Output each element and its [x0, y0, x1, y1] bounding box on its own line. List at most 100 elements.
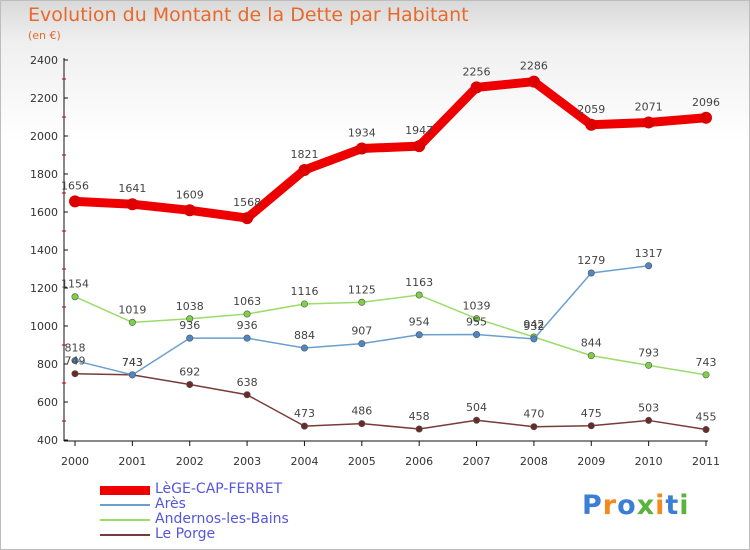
y-tick-label: 1200: [30, 282, 58, 295]
data-label: 1038: [176, 300, 204, 313]
y-tick-label: 400: [37, 434, 58, 447]
x-tick-label: 2008: [520, 455, 548, 468]
data-point: [300, 344, 308, 352]
logo-letter: o: [617, 490, 637, 521]
legend-label: Arès: [155, 496, 186, 512]
legend-swatch: [100, 504, 150, 506]
data-label: 936: [237, 319, 258, 332]
data-point: [241, 212, 254, 225]
legend-label: LèGE-CAP-FERRET: [155, 481, 283, 497]
data-point: [470, 81, 483, 94]
y-tick-label: 1000: [30, 320, 58, 333]
x-tick-label: 2000: [61, 455, 89, 468]
data-point: [415, 291, 423, 299]
logo-letter: P: [582, 490, 603, 521]
data-point: [587, 352, 595, 360]
data-point: [186, 381, 194, 389]
data-point: [128, 371, 136, 379]
x-tick-label: 2009: [577, 455, 605, 468]
x-tick-label: 2001: [118, 455, 146, 468]
data-point: [530, 335, 538, 343]
data-label: 743: [122, 356, 143, 369]
data-label: 504: [466, 401, 487, 414]
data-point: [413, 140, 426, 153]
data-label: 638: [237, 376, 258, 389]
data-label: 458: [409, 410, 430, 423]
chart-title: Evolution du Montant de la Dette par Hab…: [28, 4, 469, 26]
data-label: 1568: [233, 196, 261, 209]
data-label: 1154: [61, 278, 89, 291]
data-label: 2071: [635, 101, 663, 114]
x-tick-label: 2005: [348, 455, 376, 468]
data-point: [71, 357, 79, 365]
logo-letter: t: [665, 490, 680, 521]
data-point: [587, 269, 595, 277]
data-point: [473, 331, 481, 339]
data-label: 1019: [118, 303, 146, 316]
data-point: [243, 391, 251, 399]
data-label: 2286: [520, 60, 548, 73]
data-point: [527, 75, 540, 88]
data-label: 1934: [348, 127, 376, 140]
legend-label: Le Porge: [155, 526, 216, 542]
data-point: [358, 340, 366, 348]
data-point: [186, 334, 194, 342]
series-line: [74, 372, 707, 431]
data-point: [243, 310, 251, 318]
y-tick-label: 1800: [30, 168, 58, 181]
data-label: 470: [523, 408, 544, 421]
y-tick-label: 1400: [30, 244, 58, 257]
data-point: [415, 425, 423, 433]
data-point: [642, 116, 655, 129]
y-tick-label: 2000: [30, 130, 58, 143]
legend-swatch: [100, 519, 150, 521]
data-point: [243, 334, 251, 342]
data-point: [71, 293, 79, 301]
data-label: 1947: [405, 124, 433, 137]
data-label: 907: [351, 325, 372, 338]
x-tick-label: 2010: [635, 455, 663, 468]
data-label: 1116: [290, 285, 318, 298]
data-label: 818: [65, 342, 86, 355]
series-line: [70, 77, 711, 223]
data-label: 743: [696, 356, 717, 369]
data-point: [358, 420, 366, 428]
data-point: [473, 315, 481, 323]
data-label: 1063: [233, 295, 261, 308]
data-label: 1163: [405, 276, 433, 289]
data-point: [300, 300, 308, 308]
data-label: 954: [409, 316, 430, 329]
proxiti-logo: Proxiti: [582, 490, 690, 521]
data-point: [702, 426, 710, 434]
data-point: [645, 262, 653, 270]
logo-letter: x: [636, 490, 656, 521]
logo-letter: r: [602, 490, 618, 521]
data-point: [702, 371, 710, 379]
data-label: 1656: [61, 179, 89, 192]
data-label: 932: [523, 320, 544, 333]
data-point: [71, 370, 79, 378]
data-label: 2059: [577, 103, 605, 116]
data-label: 743: [122, 356, 143, 369]
x-tick-label: 2003: [233, 455, 261, 468]
legend-label: Andernos-les-Bains: [155, 511, 289, 527]
data-label: 844: [581, 337, 602, 350]
data-point: [298, 164, 311, 177]
data-label: 1279: [577, 254, 605, 267]
data-point: [126, 198, 139, 211]
data-point: [530, 423, 538, 431]
data-label: 692: [179, 366, 200, 379]
x-tick-label: 2011: [692, 455, 720, 468]
y-tick-label: 1600: [30, 206, 58, 219]
data-label: 936: [179, 319, 200, 332]
y-tick-label: 600: [37, 396, 58, 409]
data-label: 1317: [635, 247, 663, 260]
data-label: 2256: [463, 65, 491, 78]
logo-letter: i: [679, 490, 690, 521]
chart-subtitle: (en €): [28, 29, 61, 42]
data-label: 486: [351, 405, 372, 418]
data-point: [587, 422, 595, 430]
y-tick-label: 2400: [30, 54, 58, 67]
data-label: 1125: [348, 283, 376, 296]
